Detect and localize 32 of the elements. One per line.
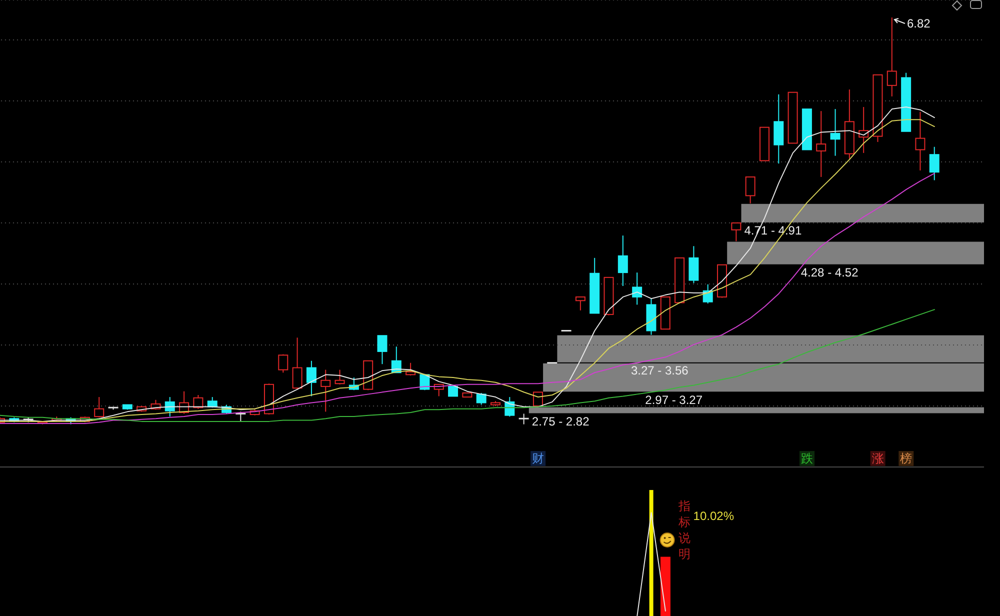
text: 财 — [532, 452, 544, 466]
candlestick — [915, 111, 926, 171]
text: 榜 — [900, 452, 912, 466]
text: 跌 — [801, 452, 814, 466]
candlestick — [476, 392, 486, 406]
band-label: 2.75 - 2.82 — [532, 414, 590, 429]
text: 涨 — [872, 452, 884, 466]
candlestick — [94, 396, 104, 418]
candlestick — [320, 369, 331, 412]
candlestick — [731, 222, 742, 242]
annotation: 指标说明 — [677, 499, 690, 561]
band-label: 4.28 - 4.52 — [800, 266, 859, 280]
candlestick — [278, 354, 288, 374]
candlestick — [929, 146, 940, 181]
candlestick — [632, 272, 642, 306]
candlestick — [830, 108, 840, 156]
band-label: 2.97 - 3.27 — [645, 392, 703, 407]
candlestick — [334, 369, 345, 385]
candlestick — [518, 413, 530, 425]
annotation: 10.02% — [693, 509, 734, 523]
annotation: 6.82 — [906, 16, 931, 30]
candlestick — [575, 296, 586, 311]
candlestick — [292, 337, 302, 390]
candlestick — [745, 176, 756, 204]
candlestick — [774, 94, 784, 164]
candlestick — [306, 360, 316, 397]
candlestick — [164, 396, 175, 418]
band-label: 3.27 - 3.56 — [630, 364, 689, 378]
candlestick — [688, 246, 699, 284]
candlestick — [618, 235, 628, 286]
candlestick — [816, 110, 826, 178]
candlestick — [377, 335, 388, 365]
